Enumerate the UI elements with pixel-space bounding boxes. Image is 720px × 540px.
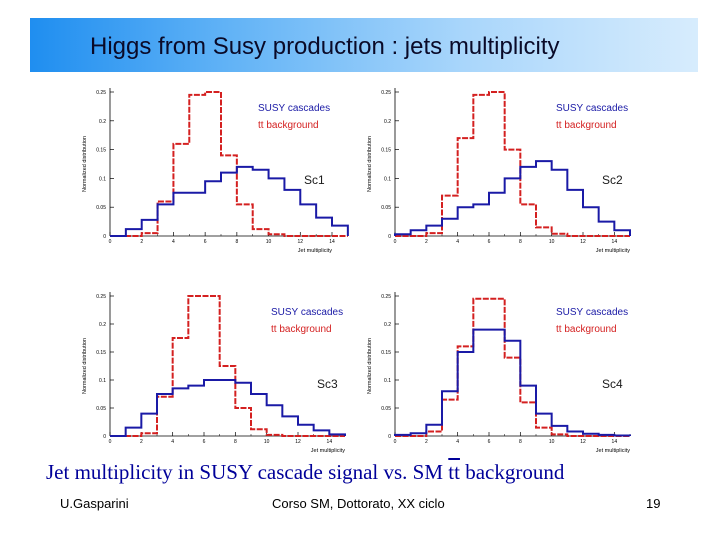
y-tick-label: 0.25 — [96, 294, 106, 300]
series-susy-cascades-histogram — [110, 165, 349, 237]
y-tick-label: 0.1 — [99, 378, 106, 384]
series-tt-background-histogram — [395, 297, 630, 437]
legend-susy-cascades: SUSY cascades — [258, 103, 330, 114]
y-axis-label: Normalized distribution — [82, 338, 88, 394]
scenario-label: Sc2 — [602, 173, 623, 187]
x-tick-label: 12 — [580, 239, 586, 245]
x-tick-label: 14 — [612, 239, 618, 245]
series-susy-cascades-histogram — [394, 160, 631, 236]
y-axis-label: Normalized distribution — [82, 136, 88, 192]
x-tick-label: 14 — [327, 439, 333, 445]
series-susy-cascades-histogram — [110, 379, 346, 437]
legend-susy-cascades: SUSY cascades — [271, 307, 343, 318]
y-tick-label: 0.25 — [381, 294, 391, 300]
x-tick-label: 14 — [612, 439, 618, 445]
x-tick-label: 0 — [109, 439, 112, 445]
x-tick-label: 4 — [171, 439, 174, 445]
scenario-label: Sc3 — [317, 377, 338, 391]
x-tick-label: 6 — [203, 439, 206, 445]
x-tick-label: 2 — [425, 439, 428, 445]
caption-before: Jet multiplicity in SUSY cascade signal … — [46, 460, 449, 484]
legend-tt-background: tt background — [556, 324, 617, 335]
chart-panel-sc4: 0 0.05 0.1 0.15 0.2 0.25 0 2 4 6 8 10 12 14 Jet multip… — [367, 292, 631, 454]
series-tt-background-histogram — [110, 295, 345, 437]
y-tick-label: 0.05 — [381, 205, 391, 211]
x-tick-label: 12 — [580, 439, 586, 445]
footer-page-number: 19 — [646, 496, 661, 511]
footer-course: Corso SM, Dottorato, XX ciclo — [272, 496, 445, 511]
y-tick-label: 0.2 — [384, 119, 391, 125]
y-tick-label: 0.15 — [96, 148, 106, 154]
x-axis-label: Jet multiplicity — [311, 448, 345, 454]
y-axis-label: Normalized distribution — [367, 136, 373, 192]
x-tick-label: 2 — [140, 439, 143, 445]
y-tick-label: 0.1 — [384, 176, 391, 182]
x-tick-label: 10 — [264, 439, 270, 445]
x-tick-label: 14 — [329, 239, 335, 245]
y-tick-label: 0 — [103, 434, 106, 440]
y-tick-label: 0.2 — [99, 322, 106, 328]
legend-susy-cascades: SUSY cascades — [556, 307, 628, 318]
x-tick-label: 10 — [266, 239, 272, 245]
legend-tt-background: tt background — [271, 324, 332, 335]
y-tick-label: 0.05 — [96, 205, 106, 211]
y-tick-label: 0 — [388, 434, 391, 440]
scenario-label: Sc4 — [602, 377, 623, 391]
x-axis-label: Jet multiplicity — [298, 248, 332, 254]
x-tick-label: 0 — [394, 439, 397, 445]
caption-tt: tt — [448, 460, 460, 484]
x-tick-label: 0 — [394, 239, 397, 245]
x-axis-label: Jet multiplicity — [596, 448, 630, 454]
x-tick-label: 12 — [295, 439, 301, 445]
x-tick-label: 4 — [172, 239, 175, 245]
caption-after: background — [459, 460, 565, 484]
y-tick-label: 0.25 — [96, 90, 106, 96]
title-bar: Higgs from Susy production : jets multip… — [30, 18, 698, 72]
x-tick-label: 8 — [519, 439, 522, 445]
y-tick-label: 0.2 — [99, 119, 106, 125]
x-tick-label: 2 — [140, 239, 143, 245]
x-tick-label: 6 — [488, 439, 491, 445]
y-axis-label: Normalized distribution — [367, 338, 373, 394]
x-tick-label: 8 — [519, 239, 522, 245]
legend-susy-cascades: SUSY cascades — [556, 103, 628, 114]
x-tick-label: 8 — [234, 439, 237, 445]
slide-caption: Jet multiplicity in SUSY cascade signal … — [46, 460, 564, 485]
x-tick-label: 10 — [549, 439, 555, 445]
y-tick-label: 0 — [103, 234, 106, 240]
scenario-label: Sc1 — [304, 173, 325, 187]
y-tick-label: 0.05 — [381, 406, 391, 412]
x-tick-label: 4 — [456, 439, 459, 445]
x-tick-label: 2 — [425, 239, 428, 245]
x-tick-label: 6 — [488, 239, 491, 245]
series-tt-background-histogram — [395, 91, 630, 237]
x-tick-label: 4 — [456, 239, 459, 245]
x-tick-label: 8 — [235, 239, 238, 245]
y-tick-label: 0.2 — [384, 322, 391, 328]
y-tick-label: 0.1 — [99, 176, 106, 182]
series-tt-background-histogram — [110, 91, 348, 237]
y-tick-label: 0.25 — [381, 90, 391, 96]
chart-panel-sc3: 0 0.05 0.1 0.15 0.2 0.25 0 2 4 6 8 10 12 14 Jet multip… — [82, 292, 346, 454]
y-tick-label: 0 — [388, 234, 391, 240]
chart-panel-sc2: 0 0.05 0.1 0.15 0.2 0.25 0 2 4 6 8 10 12 14 Jet multip… — [367, 88, 631, 254]
legend-tt-background: tt background — [556, 120, 617, 131]
slide-title: Higgs from Susy production : jets multip… — [90, 33, 560, 60]
y-tick-label: 0.15 — [96, 350, 106, 356]
series-susy-cascades-histogram — [394, 328, 631, 437]
y-tick-label: 0.05 — [96, 406, 106, 412]
x-tick-label: 6 — [204, 239, 207, 245]
x-tick-label: 10 — [549, 239, 555, 245]
x-tick-label: 12 — [298, 239, 304, 245]
footer-author: U.Gasparini — [60, 496, 129, 511]
chart-panel-sc1: 0 0.05 0.1 0.15 0.2 0.25 0 2 4 6 8 10 12 14 Jet multip… — [82, 88, 349, 254]
y-tick-label: 0.15 — [381, 350, 391, 356]
y-tick-label: 0.15 — [381, 148, 391, 154]
x-axis-label: Jet multiplicity — [596, 248, 630, 254]
y-tick-label: 0.1 — [384, 378, 391, 384]
legend-tt-background: tt background — [258, 120, 319, 131]
x-tick-label: 0 — [109, 239, 112, 245]
